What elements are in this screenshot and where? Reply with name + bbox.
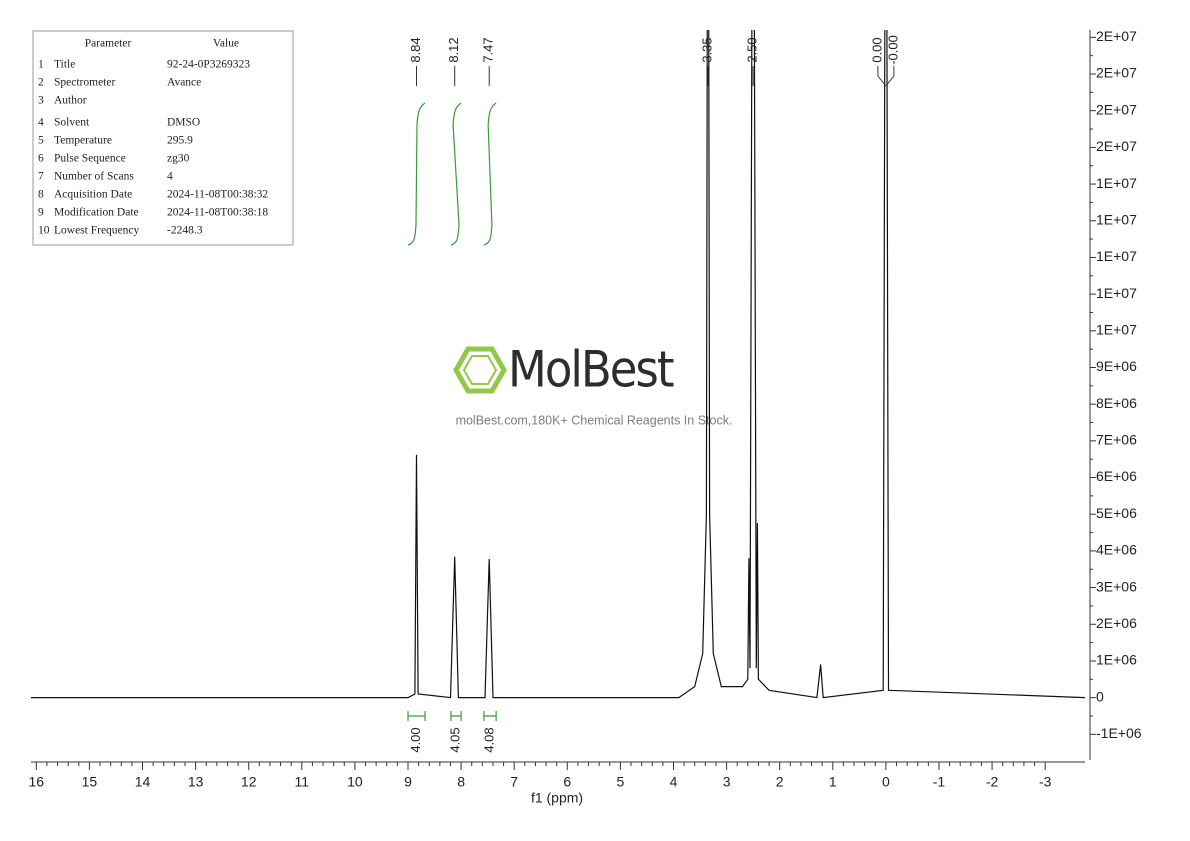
table-cell: Avance	[167, 77, 201, 89]
y-tick-label: 1E+07	[1096, 175, 1137, 191]
table-cell: Title	[54, 59, 75, 71]
table-cell: 6	[38, 153, 44, 165]
integral-curve	[483, 102, 497, 246]
table-header: Parameter	[85, 38, 132, 50]
x-tick-label: -1	[933, 774, 946, 790]
x-tick-label: -3	[1039, 774, 1052, 790]
table-cell: 2024-11-08T00:38:32	[167, 189, 268, 201]
x-tick-label: 15	[82, 774, 98, 790]
y-tick-label: 1E+06	[1096, 652, 1137, 668]
y-tick-label: 2E+06	[1096, 615, 1137, 631]
table-cell: 3	[38, 95, 44, 107]
y-tick-label: 6E+06	[1096, 468, 1137, 484]
table-cell: 295.9	[167, 135, 193, 147]
x-tick-label: 3	[723, 774, 731, 790]
table-cell: 4	[167, 171, 173, 183]
integral-curve	[407, 102, 426, 246]
x-tick-label: 5	[616, 774, 624, 790]
y-tick-label: 1E+07	[1096, 322, 1137, 338]
table-header: Value	[213, 38, 239, 50]
logo-icon	[462, 355, 498, 385]
table-cell: Spectrometer	[54, 77, 115, 89]
x-tick-label: 12	[241, 774, 257, 790]
x-tick-label: 9	[404, 774, 412, 790]
x-tick-label: 0	[882, 774, 890, 790]
parameter-table-body: Parameter Value 1 Title 92-24-0P3269323 2 Spec…	[38, 38, 268, 237]
y-tick-label: 1E+07	[1096, 211, 1137, 227]
table-cell: 10	[38, 225, 50, 237]
x-tick-label: 13	[188, 774, 204, 790]
x-tick-label: 10	[347, 774, 363, 790]
y-tick-label: 3E+06	[1096, 578, 1137, 594]
table-cell: Author	[54, 95, 87, 107]
table-cell: Number of Scans	[54, 171, 134, 183]
y-tick-label: 2E+07	[1096, 65, 1137, 81]
y-tick-label: 2E+07	[1096, 138, 1137, 154]
x-axis-label: f1 (ppm)	[531, 790, 583, 806]
table-cell: 2	[38, 77, 44, 89]
integral-curve	[450, 102, 462, 246]
y-tick-label: 4E+06	[1096, 542, 1137, 558]
integral-bracket	[407, 711, 426, 721]
table-cell: Temperature	[54, 135, 112, 147]
table-cell: 7	[38, 171, 44, 183]
x-tick-label: 2	[776, 774, 784, 790]
logo-icon	[453, 346, 507, 394]
y-tick-label: 2E+07	[1096, 101, 1137, 117]
table-cell: Solvent	[54, 117, 90, 129]
table-cell: 2024-11-08T00:38:18	[167, 207, 268, 219]
table-cell: 9	[38, 207, 44, 219]
peak-label: 3.35	[699, 37, 714, 62]
peak-label-leader	[877, 75, 887, 87]
parameter-table	[32, 30, 294, 246]
peak-label-leader	[885, 75, 895, 87]
y-tick-label: 9E+06	[1096, 358, 1137, 374]
table-cell: Lowest Frequency	[54, 225, 140, 237]
table-cell: 1	[38, 59, 44, 71]
x-tick-label: 11	[295, 774, 310, 790]
x-tick-label: 6	[563, 774, 571, 790]
integral-label: 4.08	[481, 727, 496, 752]
table-cell: 92-24-0P3269323	[167, 59, 250, 71]
x-tick-label: 7	[510, 774, 518, 790]
y-tick-label: 1E+07	[1096, 248, 1137, 264]
x-tick-label: 16	[29, 774, 45, 790]
peak-label: 7.47	[481, 37, 496, 62]
x-tick-label: 4	[670, 774, 678, 790]
brand: MolBest	[508, 341, 674, 399]
y-tick-label: 5E+06	[1096, 505, 1137, 521]
tagline: molBest.com,180K+ Chemical Reagents In S…	[456, 413, 733, 427]
table-cell: 8	[38, 189, 44, 201]
peak-label: 0.00	[869, 37, 884, 62]
integral-label: 4.05	[447, 727, 462, 752]
table-cell: zg30	[167, 153, 190, 165]
y-tick-label: 7E+06	[1096, 432, 1137, 448]
x-tick-label: -2	[986, 774, 999, 790]
table-cell: 4	[38, 117, 44, 129]
x-tick-label: 8	[457, 774, 465, 790]
table-cell: Acquisition Date	[54, 189, 132, 201]
peak-label: 8.84	[408, 37, 423, 62]
table-cell: Modification Date	[54, 207, 139, 219]
watermark: MolBest molBest.com,180K+ Chemical Reage…	[453, 341, 733, 427]
peak-label: -0.00	[885, 35, 900, 65]
table-cell: 5	[38, 135, 44, 147]
y-tick-label: 2E+07	[1096, 28, 1137, 44]
peak-label: 8.12	[446, 37, 461, 62]
integral-bracket	[450, 711, 462, 721]
x-tick-label: 1	[829, 774, 837, 790]
integral-bracket	[483, 711, 497, 721]
y-tick-label: 1E+07	[1096, 285, 1137, 301]
y-tick-label: -1E+06	[1096, 725, 1142, 741]
integral-label: 4.00	[408, 727, 423, 752]
spectrum	[31, 30, 1085, 699]
peak-label: 2.50	[745, 37, 760, 62]
table-cell: DMSO	[167, 117, 200, 129]
table-cell: -2248.3	[167, 225, 203, 237]
x-tick-label: 14	[135, 774, 151, 790]
y-tick-label: 8E+06	[1096, 395, 1137, 411]
y-tick-label: 0	[1096, 688, 1104, 704]
table-cell: Pulse Sequence	[54, 153, 126, 165]
